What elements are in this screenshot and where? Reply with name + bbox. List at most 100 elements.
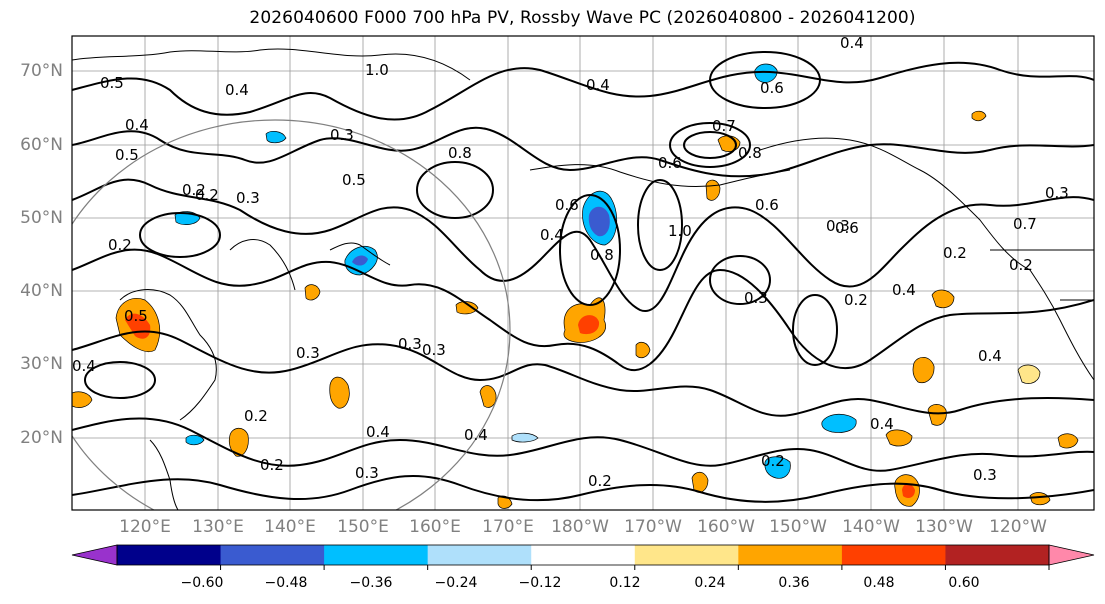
lat-label-70n: 70°N [20, 61, 63, 81]
lat-label-30n: 30°N [20, 354, 63, 374]
coastline [529, 164, 791, 188]
map-title: 2026040600 F000 700 hPa PV, Rossby Wave … [249, 8, 916, 28]
coastline [1029, 269, 1094, 381]
contour-label: 0.7 [712, 117, 736, 135]
positive-anomaly-blob [1017, 364, 1041, 384]
lon-label-170w: 170°W [624, 517, 682, 537]
contour-label: 0.4 [978, 347, 1002, 365]
lon-label-140e: 140°E [264, 517, 316, 537]
contour-label: 0.6 [835, 219, 859, 237]
contour-label: 0.2 [182, 181, 206, 199]
contour-label: 0.2 [588, 472, 612, 490]
pv-contour [72, 417, 1094, 472]
lon-label-180w: 180°W [551, 517, 609, 537]
colorbar-segment [945, 545, 1050, 565]
coastlines [72, 48, 1094, 510]
contour-label: 0.2 [260, 456, 284, 474]
positive-anomaly-blob [228, 427, 249, 457]
lon-label-130w: 130°W [915, 517, 973, 537]
contour-label: 0.4 [72, 357, 96, 375]
contour-label: 0.3 [330, 126, 354, 144]
negative-anomaly-core [588, 206, 610, 237]
contour-label: 0.4 [540, 226, 564, 244]
colorbar [71, 544, 1095, 570]
colorbar-tick-label: 0.24 [694, 575, 726, 591]
contour-label: 0.3 [236, 189, 260, 207]
lon-label-150e: 150°E [337, 517, 389, 537]
lon-label-150w: 150°W [769, 517, 827, 537]
coastline [759, 137, 1031, 271]
negative-anomaly-blob [265, 131, 287, 144]
contour-label: 0.6 [658, 154, 682, 172]
coastline [229, 239, 296, 291]
coastline [149, 439, 179, 510]
pv-contour [72, 475, 1094, 503]
contour-label: 0.5 [342, 171, 366, 189]
positive-anomaly-blob [912, 357, 935, 384]
contour-label: 0.6 [555, 196, 579, 214]
contour-label: 0.3 [973, 466, 997, 484]
negative-anomaly-blob [185, 434, 205, 446]
contour-label: 0.2 [844, 291, 868, 309]
contour-label: 0.4 [586, 76, 610, 94]
contour-label: 0.5 [124, 307, 148, 325]
pv-closed-contour [559, 194, 621, 306]
lon-label-140w: 140°W [842, 517, 900, 537]
negative-anomaly-blob [754, 63, 778, 83]
positive-anomaly-blob [931, 289, 955, 309]
contour-label: 0.5 [115, 146, 139, 164]
lat-label-50n: 50°N [20, 208, 63, 228]
lat-label-20n: 20°N [20, 428, 63, 448]
contour-label: 0.4 [225, 81, 249, 99]
lat-label-60n: 60°N [20, 135, 63, 155]
negative-anomaly-blob [821, 413, 857, 433]
contour-label: 0.3 [422, 341, 446, 359]
pv-closed-contour [709, 255, 771, 305]
contour-label: 0.5 [100, 74, 124, 92]
negative-anomaly-core [352, 255, 368, 266]
contour-label: 1.0 [668, 222, 692, 240]
positive-anomaly-blob [304, 284, 321, 301]
pv-closed-contour [416, 161, 494, 219]
contour-label: 0.2 [943, 244, 967, 262]
positive-anomaly-blob [885, 429, 913, 447]
positive-anomaly-blob [971, 110, 987, 122]
contour-label: 0.8 [448, 144, 472, 162]
colorbar-segment [841, 545, 946, 565]
contour-label: 0.6 [755, 196, 779, 214]
colorbar-segment [531, 545, 636, 565]
lon-label-120e: 120°E [119, 517, 171, 537]
contour-label: 0.4 [366, 423, 390, 441]
positive-anomaly-core [578, 315, 600, 335]
contour-label: 0.7 [1013, 215, 1037, 233]
positive-anomaly-blob [1029, 492, 1051, 506]
pv-contour [72, 330, 1094, 417]
colorbar-tick-label: −0.12 [518, 575, 562, 591]
contour-label: 0.3 [355, 464, 379, 482]
colorbar-extend-max [1048, 544, 1095, 566]
colorbar-segment [738, 545, 843, 565]
positive-anomaly-blob [635, 341, 651, 359]
great-circle [72, 119, 511, 510]
colorbar-tick-label: 0.36 [778, 575, 810, 591]
contour-label: 1.0 [365, 61, 389, 79]
positive-anomaly-blob [72, 391, 93, 408]
pv-closed-contour [139, 212, 221, 258]
colorbar-tick-label: −0.60 [180, 575, 224, 591]
colorbar-segment [427, 545, 532, 565]
colorbar-tick-label: 0.12 [609, 575, 641, 591]
colorbar-tick-label: 0.48 [863, 575, 895, 591]
colorbar-tick-label: −0.48 [264, 575, 308, 591]
pv-closed-contour [637, 179, 683, 271]
contour-label: 0.8 [590, 246, 614, 264]
pv-contours [72, 51, 1094, 503]
negative-anomaly-blob [511, 432, 539, 443]
colorbar-tick-label: 0.60 [948, 575, 980, 591]
pv-closed-contour [669, 122, 751, 168]
negative-anomaly-blob [764, 456, 791, 479]
contour-labels: 0.5 0.4 0.4 0.5 1.0 0.2 0.3 0.2 0.5 0.8 0.3 0.4 0.4 0… [72, 36, 1069, 490]
coastline [329, 242, 391, 266]
contour-label: 0.2 [1009, 256, 1033, 274]
contour-label: 0.3 [744, 289, 768, 307]
